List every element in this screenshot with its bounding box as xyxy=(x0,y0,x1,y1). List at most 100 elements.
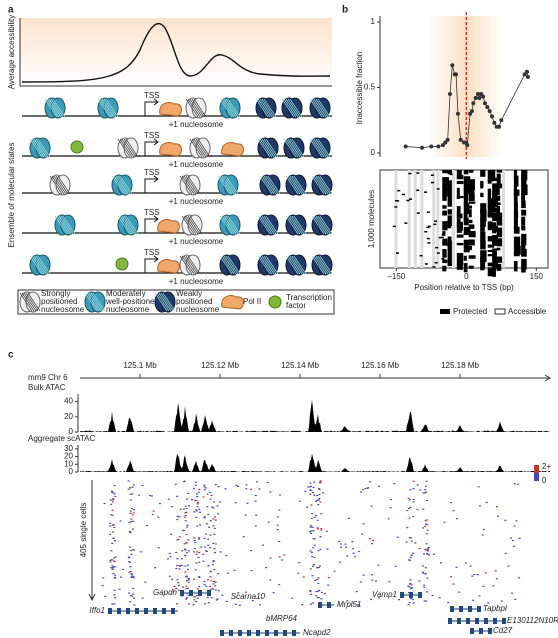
panel-b: 0 0.5 1 Inaccessible fraction 1,000 molecule… xyxy=(355,12,549,316)
cell-read xyxy=(254,525,257,527)
cell-read xyxy=(281,559,284,561)
protected-block xyxy=(480,240,486,250)
cell-read xyxy=(259,604,262,606)
protected-block xyxy=(442,185,448,197)
cell-read xyxy=(197,491,200,493)
tss-label: TSS xyxy=(144,208,160,217)
cell-read xyxy=(410,584,413,586)
cell-read xyxy=(203,484,206,486)
legend-text: Accessible xyxy=(508,307,547,316)
dna-wrap xyxy=(119,138,133,158)
cell-read xyxy=(111,542,114,544)
cell-read xyxy=(111,490,114,492)
cell-read xyxy=(111,567,114,569)
dna-wrap xyxy=(315,138,329,158)
cell-read xyxy=(193,487,196,489)
dna-wrap xyxy=(179,175,193,195)
cell-read xyxy=(255,481,258,483)
cell-read xyxy=(184,549,187,551)
cell-read xyxy=(219,551,222,553)
protected-block xyxy=(424,191,428,193)
cell-read xyxy=(144,581,147,583)
y-tick-label: 10 xyxy=(64,459,73,468)
legend-box xyxy=(17,289,335,315)
cell-read xyxy=(422,527,425,529)
protected-block xyxy=(442,243,449,246)
cell-read xyxy=(217,590,220,592)
cell-read xyxy=(113,589,116,592)
nucleosome xyxy=(84,291,106,313)
dna-wrap xyxy=(317,98,331,118)
nucleosome xyxy=(309,97,331,119)
cell-read xyxy=(168,552,171,555)
cell-read xyxy=(372,539,375,542)
exon xyxy=(198,590,202,596)
cell-read xyxy=(206,506,209,508)
cell-read xyxy=(424,523,427,525)
nucleosome xyxy=(309,137,331,159)
cell-read xyxy=(427,554,430,556)
cell-read xyxy=(198,511,201,513)
exon xyxy=(448,618,452,624)
protected-block xyxy=(521,200,526,209)
nucleosome xyxy=(257,254,279,276)
point xyxy=(469,109,474,114)
cell-read xyxy=(173,585,176,588)
cell-read xyxy=(194,541,197,544)
cell-read xyxy=(130,549,133,552)
dna-wrap xyxy=(154,292,168,312)
dna-wrap xyxy=(289,255,303,275)
cell-read xyxy=(310,530,313,532)
dna-wrap xyxy=(261,255,275,275)
cell-read xyxy=(169,556,172,558)
cell-read xyxy=(439,562,442,564)
dna-wrap xyxy=(263,98,277,118)
dna-wrap xyxy=(187,215,201,235)
cell-read xyxy=(109,522,112,525)
point xyxy=(487,109,492,114)
cell-read xyxy=(360,491,363,493)
legend-text: Moderately xyxy=(106,289,146,298)
cell-read xyxy=(235,484,238,486)
cell-read xyxy=(325,530,328,532)
colorbar xyxy=(534,473,539,481)
coverage-track xyxy=(80,453,550,472)
cell-read xyxy=(112,560,115,562)
cell-read xyxy=(249,488,252,490)
cell-read xyxy=(187,505,190,507)
protected-block xyxy=(487,205,493,217)
dna-wrap xyxy=(287,175,301,195)
dna-wrap xyxy=(193,98,207,118)
protected-block xyxy=(447,225,452,229)
protected-block xyxy=(496,183,504,189)
cell-read xyxy=(309,531,312,533)
dna-wrap xyxy=(179,255,193,275)
cell-read xyxy=(196,597,199,599)
cell-read xyxy=(316,527,319,529)
dna-wrap xyxy=(319,255,333,275)
point xyxy=(476,92,480,97)
cell-read xyxy=(166,558,169,560)
dna-wrap xyxy=(123,215,137,235)
dna-wrap xyxy=(311,138,325,158)
cell-read xyxy=(422,508,425,510)
cell-read xyxy=(323,592,326,595)
dna-wrap xyxy=(185,175,199,195)
protected-block xyxy=(468,179,475,191)
cell-read xyxy=(145,524,148,527)
cell-read xyxy=(103,502,106,505)
cell-read xyxy=(133,604,136,606)
protected-block xyxy=(468,201,476,204)
nucleosome xyxy=(97,97,119,119)
protected-block xyxy=(442,195,447,201)
cell-read xyxy=(310,603,313,605)
cell-read xyxy=(424,485,427,487)
cell-read xyxy=(194,481,197,483)
protected-block xyxy=(442,265,447,272)
cell-read xyxy=(414,542,417,544)
dna-wrap xyxy=(187,255,201,275)
cell-read xyxy=(198,508,201,510)
dna-wrap xyxy=(317,255,331,275)
cell-read xyxy=(298,500,301,502)
protected-block xyxy=(456,195,464,199)
